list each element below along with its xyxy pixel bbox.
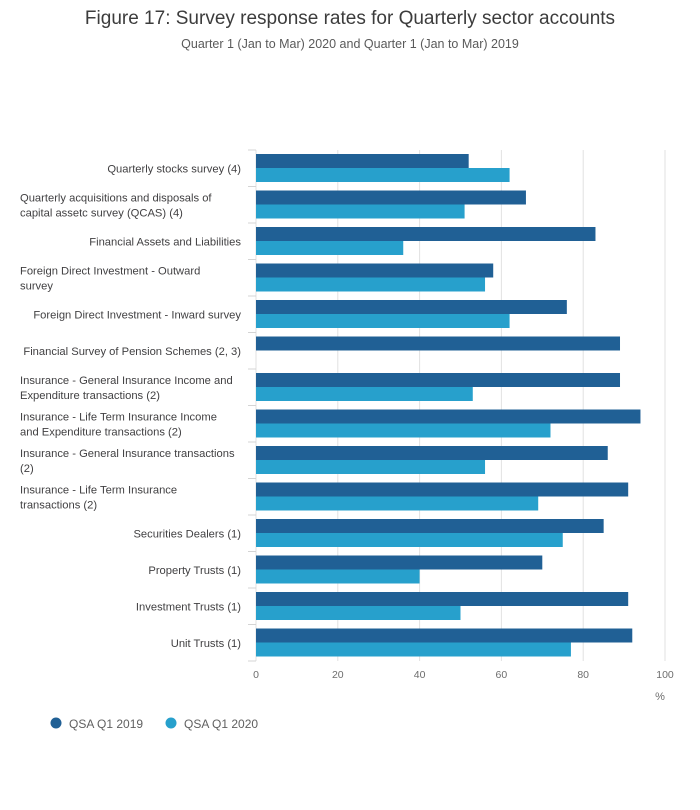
category-label: Foreign Direct Investment - Inward surve… [33,309,241,321]
category-label: (2) [20,463,34,475]
x-axis-ticks: 0 20 40 60 80 100 [253,669,674,681]
category-label: transactions (2) [20,499,97,511]
bar-q1-2019-0[interactable] [256,154,469,168]
bar-q1-2019-3[interactable] [256,263,494,278]
bar-q1-2019-1[interactable] [256,190,526,205]
bar-q1-2020-13[interactable] [256,642,571,657]
bar-q1-2020-2[interactable] [256,241,404,255]
category-label: Unit Trusts (1) [171,638,242,650]
x-tick-label: 60 [496,669,508,681]
category-label: Financial Survey of Pension Schemes (2, … [23,346,241,358]
legend-item-q1-2020[interactable]: QSA Q1 2020 [165,717,259,731]
category-label: Expenditure transactions (2) [20,390,160,402]
bar-q1-2019-11[interactable] [256,555,543,570]
bar-q1-2019-5[interactable] [256,336,621,351]
category-label: survey [20,280,53,292]
category-label: Insurance - General Insurance Income and [20,375,233,387]
category-label: Property Trusts (1) [148,565,241,577]
bar-q1-2019-4[interactable] [256,300,567,314]
category-label: Foreign Direct Investment - Outward [20,265,200,277]
legend[interactable]: QSA Q1 2019 QSA Q1 2020 [50,717,259,731]
category-label: Quarterly acquisitions and disposals of [20,192,212,204]
legend-label: QSA Q1 2019 [69,717,143,731]
legend-swatch [165,717,177,729]
bar-q1-2020-7[interactable] [256,423,551,438]
bar-q1-2019-7[interactable] [256,409,641,424]
bar-q1-2019-2[interactable] [256,227,596,241]
category-label: Investment Trusts (1) [136,601,241,613]
bar-q1-2019-8[interactable] [256,446,608,460]
legend-item-q1-2019[interactable]: QSA Q1 2019 [50,717,144,731]
legend-swatch [50,717,62,729]
grid-lines [248,149,666,662]
x-tick-label: 40 [414,669,426,681]
bar-q1-2020-10[interactable] [256,533,563,547]
bar-q1-2020-4[interactable] [256,314,510,328]
bar-q1-2020-1[interactable] [256,204,465,219]
category-labels: Quarterly stocks survey (4) Quarterly acq… [20,163,241,650]
bar-q1-2020-9[interactable] [256,496,539,511]
bar-q1-2020-8[interactable] [256,460,486,474]
category-label: Financial Assets and Liabilities [89,236,241,248]
chart-title: Figure 17: Survey response rates for Qua… [85,8,615,29]
x-tick-label: 20 [332,669,344,681]
legend-label: QSA Q1 2020 [184,717,258,731]
x-tick-label: 100 [656,669,674,681]
bar-q1-2020-6[interactable] [256,387,473,401]
x-tick-label: 80 [577,669,589,681]
bar-q1-2019-9[interactable] [256,482,629,497]
bar-q1-2020-0[interactable] [256,168,510,182]
x-axis-unit-label: % [655,691,665,703]
category-label: Insurance - General Insurance transactio… [20,448,235,460]
category-label: Insurance - Life Term Insurance [20,484,177,496]
category-label: Insurance - Life Term Insurance Income [20,411,217,423]
bar-q1-2020-12[interactable] [256,606,461,620]
bar-q1-2019-10[interactable] [256,519,604,533]
bar-q1-2020-3[interactable] [256,277,486,292]
x-tick-label: 0 [253,669,259,681]
chart-subtitle: Quarter 1 (Jan to Mar) 2020 and Quarter … [181,37,519,51]
bar-q1-2020-11[interactable] [256,569,420,584]
bar-q1-2019-12[interactable] [256,592,629,606]
bar-q1-2019-6[interactable] [256,373,621,387]
category-label: and Expenditure transactions (2) [20,426,182,438]
category-label: capital assetc survey (QCAS) (4) [20,207,183,219]
bar-q1-2019-13[interactable] [256,628,633,643]
category-label: Quarterly stocks survey (4) [107,163,241,175]
bars [256,154,641,657]
category-label: Securities Dealers (1) [133,528,241,540]
